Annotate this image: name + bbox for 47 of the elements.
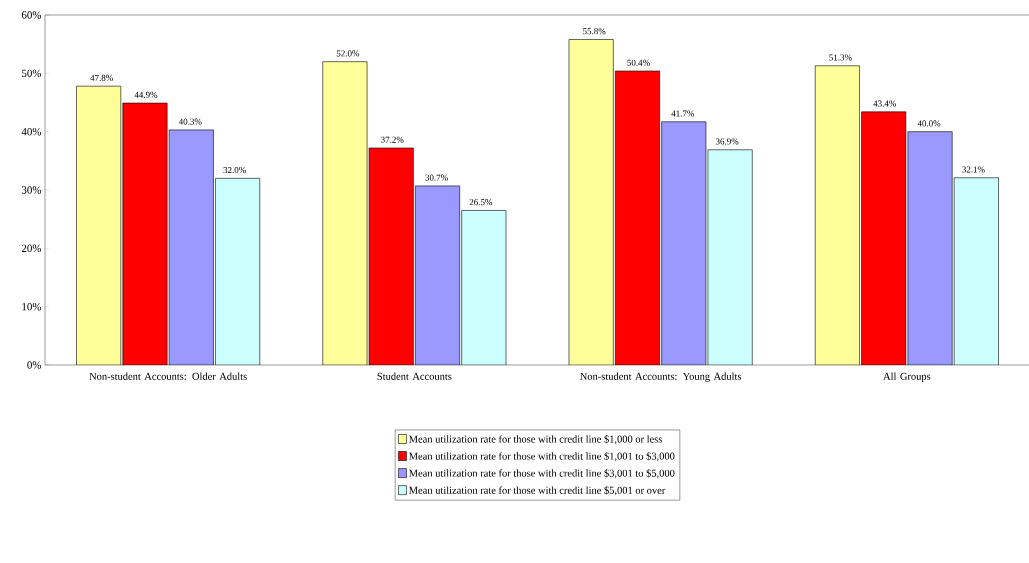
legend-label: Mean utilization rate for those with credit line $5,001 or over: [409, 486, 666, 496]
data-label: 40.3%: [178, 118, 202, 125]
data-label: 37.2%: [381, 136, 404, 143]
bar: [707, 149, 753, 365]
bar: [461, 210, 507, 365]
y-tick-label: 0%: [27, 361, 42, 369]
data-label: 50.4%: [627, 59, 650, 66]
y-tick-label: 40%: [21, 127, 42, 136]
bar: [168, 129, 214, 365]
y-tick-label: 60%: [21, 11, 42, 19]
data-label: 44.9%: [134, 91, 158, 98]
x-tick-label: Non-student Accounts: Older Adults: [89, 372, 247, 380]
bar: [861, 111, 907, 365]
bar: [322, 61, 368, 365]
x-tick-label: Student Accounts: [377, 372, 452, 380]
data-label: 32.1%: [962, 166, 985, 173]
data-label: 52.0%: [336, 50, 360, 57]
bar: [907, 131, 953, 365]
data-label: 32.0%: [223, 167, 246, 174]
legend-label: Mean utilization rate for those with credit line $3,001 to $5,000: [409, 469, 675, 479]
bar: [953, 177, 999, 365]
legend-label: Mean utilization rate for those with credit line $1,000 or less: [409, 434, 662, 445]
bar: [568, 39, 614, 365]
bar: [76, 85, 122, 365]
data-label: 41.7%: [671, 110, 695, 117]
bar: [615, 71, 660, 365]
data-label: 26.5%: [469, 199, 493, 206]
data-label: 40.0%: [917, 120, 941, 127]
data-label: 55.8%: [583, 28, 606, 35]
data-label: 30.7%: [425, 174, 448, 181]
bar: [215, 178, 261, 365]
bar: [122, 102, 168, 365]
bar: [368, 147, 414, 365]
y-tick-label: 30%: [21, 186, 42, 194]
y-tick-label: 20%: [21, 244, 42, 253]
bar: [661, 121, 706, 365]
data-label: 43.4%: [873, 100, 896, 107]
data-label: 51.3%: [829, 54, 852, 61]
x-tick-label: All Groups: [883, 372, 931, 382]
x-tick-label: Non-student Accounts: Young Adults: [580, 372, 742, 383]
data-label: 36.9%: [715, 138, 739, 145]
bar: [415, 185, 460, 365]
y-tick-label: 10%: [22, 302, 42, 311]
data-label: 47.8%: [90, 74, 113, 81]
bar: [814, 65, 860, 365]
y-tick-label: 50%: [22, 69, 42, 78]
legend-label: Mean utilization rate for those with credit line $1,001 to $3,000: [409, 452, 675, 462]
